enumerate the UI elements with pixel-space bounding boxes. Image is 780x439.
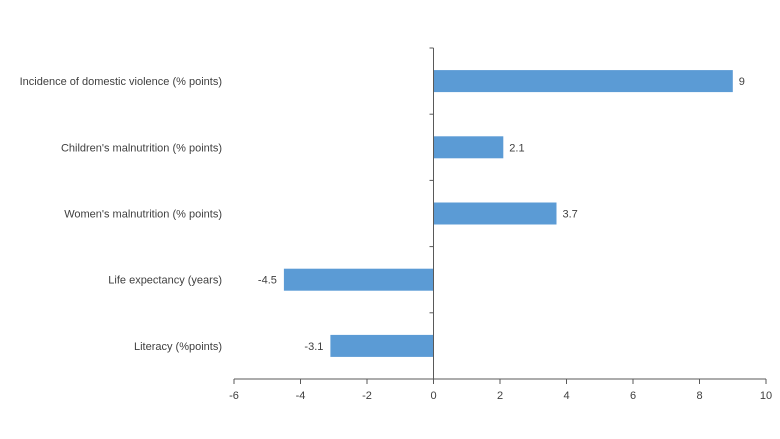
- x-tick-label: 4: [563, 390, 569, 402]
- x-tick-label: -4: [296, 390, 306, 402]
- bars-layer: [283, 70, 733, 357]
- data-label: 3.7: [563, 209, 578, 221]
- category-label: Incidence of domestic violence (% points…: [20, 76, 222, 88]
- bar: [283, 268, 434, 291]
- data-label: 2.1: [509, 142, 524, 154]
- data-label: -4.5: [258, 275, 277, 287]
- x-tick-label: 2: [497, 390, 503, 402]
- bar: [330, 334, 434, 357]
- x-tick-label: 6: [630, 390, 636, 402]
- data-label: 9: [739, 76, 745, 88]
- x-tick-label: 0: [430, 390, 436, 402]
- labels-layer: Incidence of domestic violence (% points…: [20, 76, 773, 402]
- data-label: -3.1: [304, 341, 323, 353]
- category-label: Children's malnutrition (% points): [61, 142, 222, 154]
- category-label: Life expectancy (years): [108, 275, 222, 287]
- category-label: Literacy (%points): [134, 341, 222, 353]
- x-tick-label: -6: [229, 390, 239, 402]
- bar: [433, 136, 504, 159]
- axes-layer: [233, 47, 767, 384]
- x-tick-label: 8: [696, 390, 702, 402]
- bar: [433, 70, 733, 93]
- category-label: Women's malnutrition (% points): [64, 209, 222, 221]
- x-tick-label: 10: [760, 390, 772, 402]
- x-tick-label: -2: [362, 390, 372, 402]
- bar: [433, 202, 557, 225]
